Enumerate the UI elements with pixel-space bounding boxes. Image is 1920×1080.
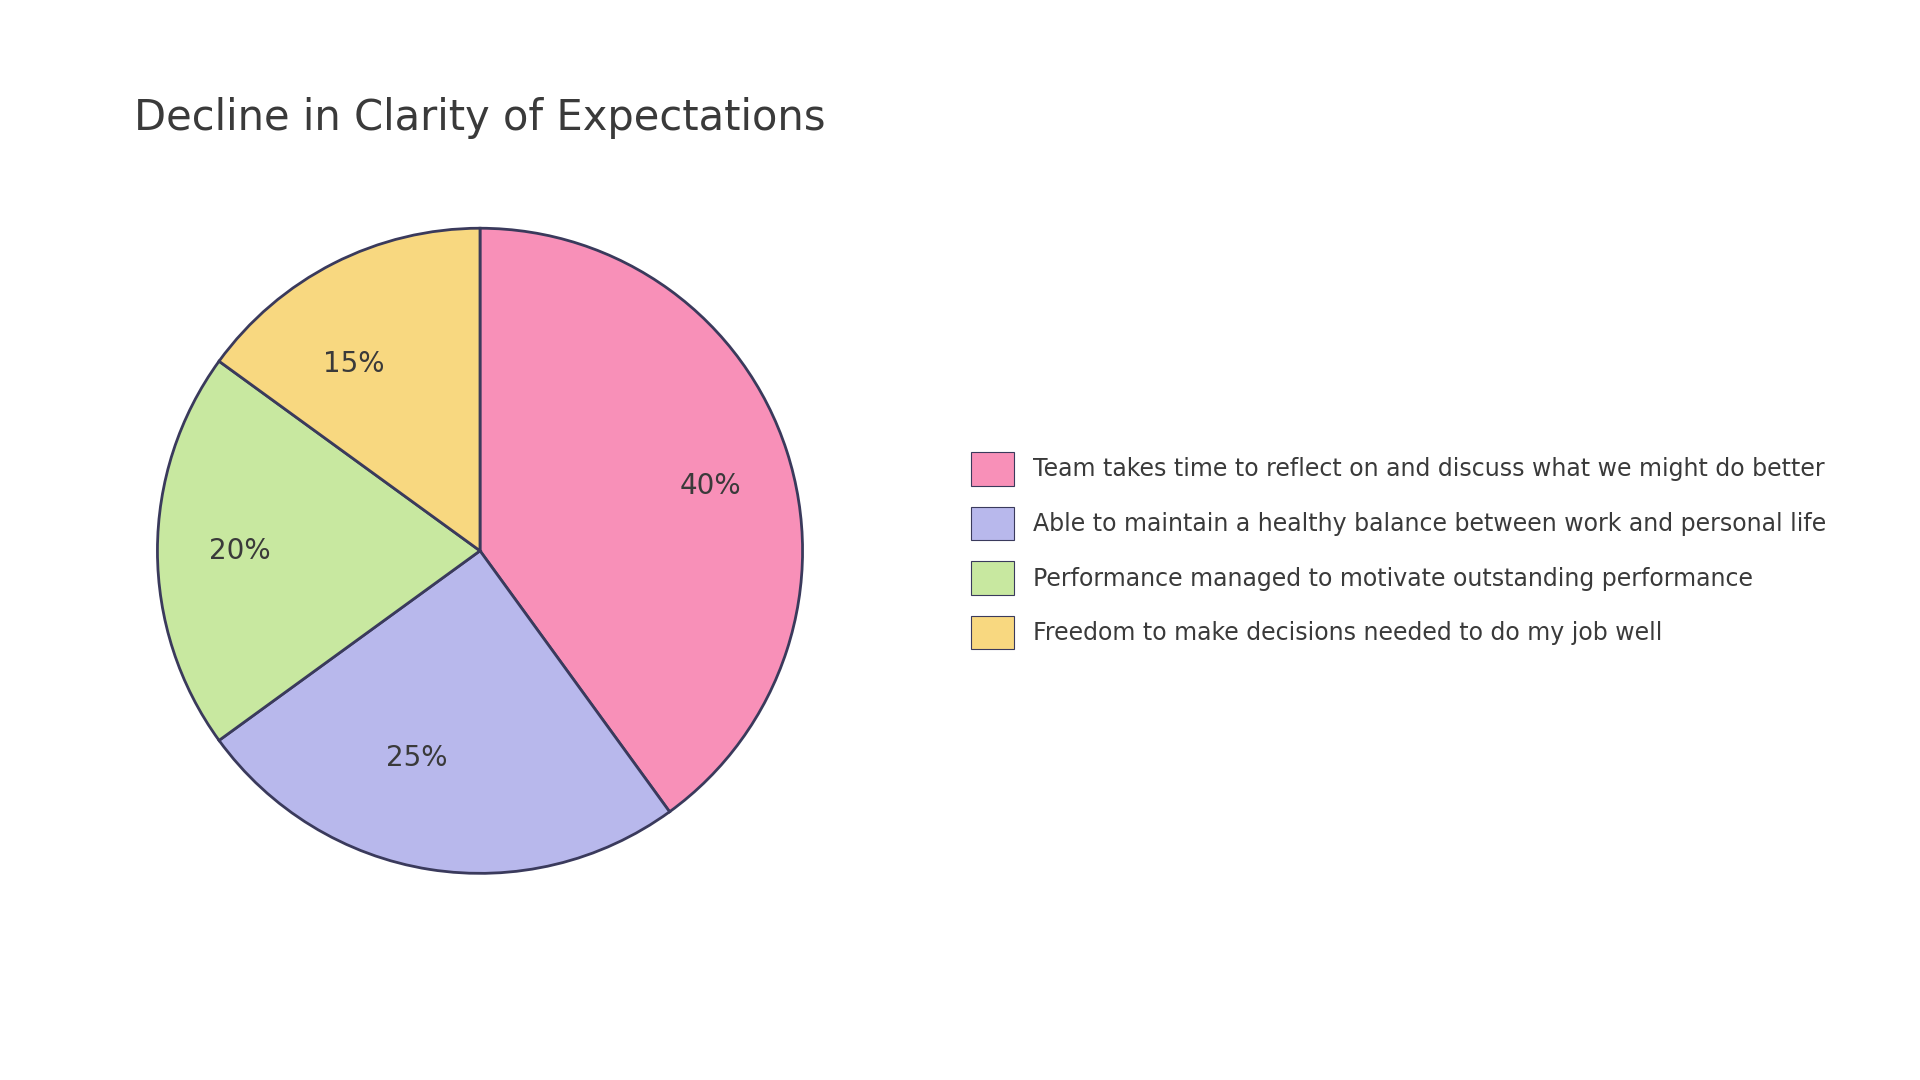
Wedge shape [157,361,480,741]
Wedge shape [219,228,480,551]
Legend: Team takes time to reflect on and discuss what we might do better, Able to maint: Team takes time to reflect on and discus… [960,441,1837,661]
Text: 25%: 25% [386,744,447,772]
Wedge shape [219,551,670,874]
Text: 40%: 40% [680,472,741,500]
Text: Decline in Clarity of Expectations: Decline in Clarity of Expectations [134,97,826,139]
Wedge shape [480,228,803,812]
Text: 20%: 20% [209,537,271,565]
Text: 15%: 15% [323,350,384,378]
